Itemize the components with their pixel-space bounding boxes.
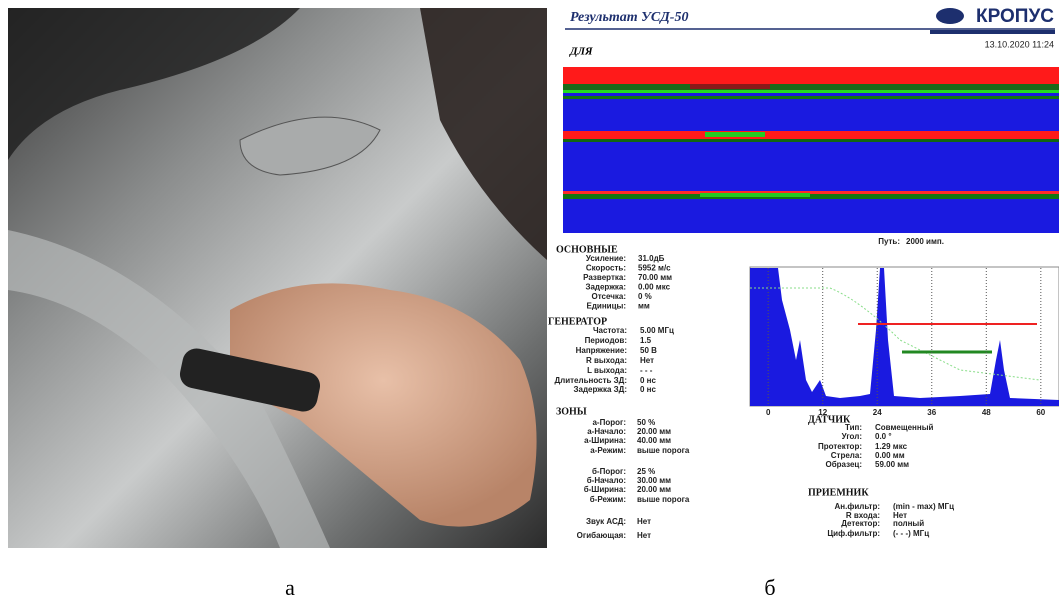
param-label: Скорость: <box>586 264 626 273</box>
param-value: 0.0 ° <box>875 432 892 441</box>
param-value: 1.5 <box>640 336 652 345</box>
param-label: а-Режим: <box>590 446 626 455</box>
param-label: б-Начало: <box>587 476 626 485</box>
section-title: ПРИЕМНИК <box>808 487 869 498</box>
param-value: 20.00 мм <box>637 485 671 494</box>
param-value: выше порога <box>637 446 690 455</box>
param-label: Задержка: <box>585 283 626 292</box>
param-value: 1.29 мкс <box>875 442 908 451</box>
logo: КРОПУС <box>976 6 1054 27</box>
param-value: 0 нс <box>640 385 657 394</box>
datetime: 13.10.2020 11:24 <box>985 39 1054 49</box>
param-value: 70.00 мм <box>638 273 672 282</box>
param-label: Задержка ЗД: <box>574 385 628 394</box>
figure: а б Результат УСД-50 КРОПУС 13.10.2020 1… <box>0 0 1059 607</box>
param-label: Огибающая: <box>577 531 626 540</box>
b-scan <box>563 67 1059 233</box>
param-value: 25 % <box>637 467 655 476</box>
param-value: 5952 м/с <box>638 264 671 273</box>
param-value: Нет <box>637 531 651 540</box>
path-value: 2000 имп. <box>906 237 944 246</box>
section-title: ЗОНЫ <box>556 406 587 417</box>
param-label: а-Начало: <box>587 427 626 436</box>
param-value: выше порога <box>637 495 690 504</box>
param-label: Детектор: <box>841 519 880 528</box>
x-tick-label: 0 <box>766 408 771 417</box>
param-value: 30.00 мм <box>637 476 671 485</box>
param-label: Отсечка: <box>592 292 627 301</box>
param-value: 20.00 мм <box>637 427 671 436</box>
param-label: Циф.фильтр: <box>827 529 880 538</box>
param-label: Частота: <box>593 326 627 335</box>
param-label: Единицы: <box>587 302 627 311</box>
param-value: 50 В <box>640 346 657 355</box>
param-value: 0.00 мкс <box>638 283 671 292</box>
param-value: 50 % <box>637 418 655 427</box>
param-label: Тип: <box>845 423 862 432</box>
param-value: Нет <box>637 517 651 526</box>
param-value: 31.0дБ <box>638 254 665 263</box>
param-value: 59.00 мм <box>875 460 909 469</box>
param-label: Длительность ЗД: <box>554 376 627 385</box>
param-label: R выхода: <box>586 356 627 365</box>
param-label: Развертка: <box>583 273 626 282</box>
param-value: (min - max) МГц <box>893 502 954 511</box>
param-value: полный <box>893 519 924 528</box>
report-title: Результат УСД-50 <box>570 10 688 25</box>
panel-label: б <box>764 575 775 600</box>
param-label: б-Порог: <box>592 467 626 476</box>
x-tick-label: 12 <box>818 408 827 417</box>
param-label: а-Порог: <box>592 418 626 427</box>
param-value: 40.00 мм <box>637 436 671 445</box>
logo-icon <box>936 8 964 24</box>
param-label: Ан.фильтр: <box>834 502 880 511</box>
param-value: 0 нс <box>640 376 657 385</box>
param-label: L выхода: <box>587 366 627 375</box>
param-value: 5.00 МГц <box>640 326 674 335</box>
param-value: мм <box>638 302 650 311</box>
path-label: Путь: <box>878 237 900 246</box>
param-label: Периодов: <box>585 336 627 345</box>
param-label: Звук АСД: <box>586 517 626 526</box>
param-value: Совмещенный <box>875 423 934 432</box>
param-label: Усиление: <box>586 254 626 263</box>
param-value: 0 % <box>638 292 652 301</box>
param-label: Напряжение: <box>576 346 627 355</box>
x-tick-label: 60 <box>1036 408 1045 417</box>
param-label: б-Ширина: <box>584 485 626 494</box>
param-label: б-Режим: <box>590 495 626 504</box>
param-label: Стрела: <box>831 451 862 460</box>
param-value: Нет <box>640 356 654 365</box>
param-label: Угол: <box>842 432 862 441</box>
panel-label: а <box>285 575 295 600</box>
param-value: - - - <box>640 366 653 375</box>
x-tick-label: 36 <box>927 408 936 417</box>
param-value: (- - -) МГц <box>893 529 929 538</box>
param-label: Образец: <box>826 460 863 469</box>
param-label: Протектор: <box>818 442 862 451</box>
subtitle: ДЛЯ <box>569 46 593 58</box>
x-tick-label: 24 <box>873 408 882 417</box>
param-value: 0.00 мм <box>875 451 905 460</box>
photo <box>8 8 547 548</box>
param-label: а-Ширина: <box>584 436 626 445</box>
logo-bar <box>930 30 1055 34</box>
x-tick-label: 48 <box>982 408 991 417</box>
